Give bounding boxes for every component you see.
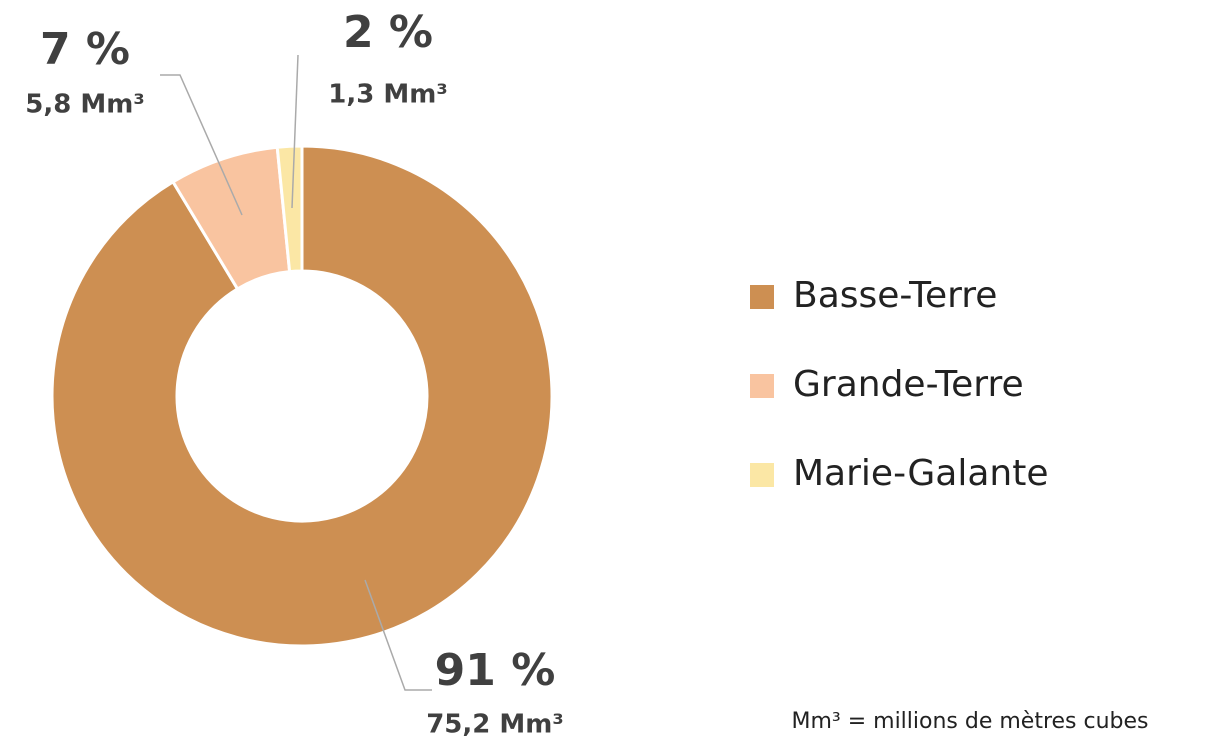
leader-line: [291, 54, 299, 209]
percent-label: 91 %: [435, 645, 556, 696]
value-label: 5,8 Mm³: [25, 90, 144, 120]
legend-swatch: [750, 463, 774, 487]
value-label: 75,2 Mm³: [426, 710, 564, 740]
donut-slice: [50, 144, 554, 648]
legend-label: Grande-Terre: [793, 364, 1024, 405]
donut-slice: [275, 144, 304, 274]
legend-swatch: [750, 374, 774, 398]
legend-label: Marie-Galante: [793, 453, 1048, 494]
leader-line: [160, 74, 243, 216]
legend-label: Basse-Terre: [793, 275, 997, 316]
percent-label: 2 %: [343, 7, 433, 58]
value-label: 1,3 Mm³: [328, 80, 447, 110]
legend-swatch: [750, 285, 774, 309]
percent-label: 7 %: [40, 24, 130, 75]
leader-line: [364, 579, 432, 691]
footnote: Mm³ = millions de mètres cubes: [791, 709, 1148, 734]
